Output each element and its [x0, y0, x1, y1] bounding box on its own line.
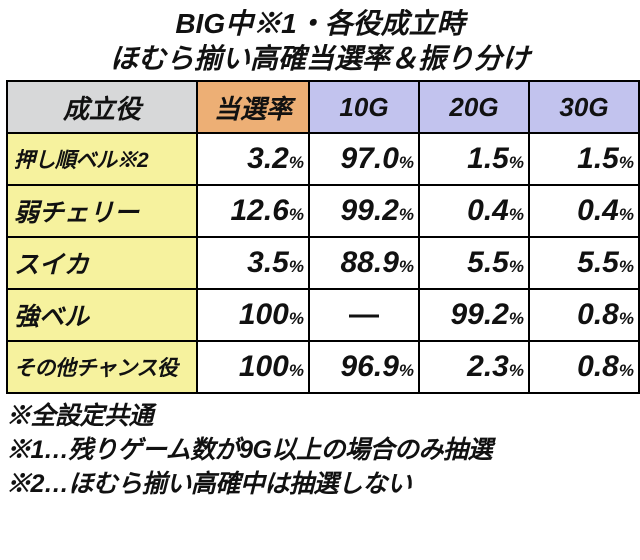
percent-sign: % [399, 257, 414, 276]
cell-20g: 0.4% [419, 185, 529, 237]
value: 1.5 [467, 142, 509, 175]
percent-sign: % [619, 361, 634, 380]
percent-sign: % [619, 153, 634, 172]
cell-rate: 100% [197, 341, 309, 393]
percent-sign: % [509, 205, 524, 224]
title-line-2: ほむら揃い高確当選率＆振り分け [6, 41, 634, 76]
footnote-2: ※1…残りゲーム数が9G以上の場合のみ抽選 [6, 434, 634, 468]
value: 100 [239, 350, 289, 383]
header-10g: 10G [309, 81, 419, 133]
table-row: 弱チェリー12.6%99.2%0.4%0.4% [7, 185, 639, 237]
table-row: スイカ3.5%88.9%5.5%5.5% [7, 237, 639, 289]
table-row: 強ベル100%―99.2%0.8% [7, 289, 639, 341]
cell-10g: ― [309, 289, 419, 341]
cell-role: 強ベル [7, 289, 197, 341]
value: 96.9 [340, 350, 398, 383]
value: 100 [239, 298, 289, 331]
table-body: 押し順ベル※23.2%97.0%1.5%1.5%弱チェリー12.6%99.2%0… [7, 133, 639, 393]
footnotes: ※全設定共通 ※1…残りゲーム数が9G以上の場合のみ抽選 ※2…ほむら揃い高確中… [6, 400, 634, 501]
title-line-1: BIG中※1・各役成立時 [6, 6, 634, 41]
value: 0.8 [577, 298, 619, 331]
value: 12.6 [230, 194, 288, 227]
probability-table: 成立役 当選率 10G 20G 30G 押し順ベル※23.2%97.0%1.5%… [6, 80, 640, 394]
table-title: BIG中※1・各役成立時 ほむら揃い高確当選率＆振り分け [6, 6, 634, 76]
value: 3.5 [247, 246, 289, 279]
value: 88.9 [340, 246, 398, 279]
cell-10g: 97.0% [309, 133, 419, 185]
percent-sign: % [399, 153, 414, 172]
cell-role: その他チャンス役 [7, 341, 197, 393]
cell-rate: 12.6% [197, 185, 309, 237]
cell-30g: 5.5% [529, 237, 639, 289]
cell-20g: 2.3% [419, 341, 529, 393]
value: 2.3 [467, 350, 509, 383]
cell-30g: 0.4% [529, 185, 639, 237]
cell-30g: 0.8% [529, 289, 639, 341]
cell-10g: 96.9% [309, 341, 419, 393]
percent-sign: % [399, 205, 414, 224]
header-20g: 20G [419, 81, 529, 133]
header-rate: 当選率 [197, 81, 309, 133]
footnote-1: ※全設定共通 [6, 400, 634, 434]
cell-rate: 100% [197, 289, 309, 341]
value: 99.2 [450, 298, 508, 331]
cell-role: 押し順ベル※2 [7, 133, 197, 185]
cell-30g: 1.5% [529, 133, 639, 185]
value: 97.0 [340, 142, 398, 175]
table-row: 押し順ベル※23.2%97.0%1.5%1.5% [7, 133, 639, 185]
table-header-row: 成立役 当選率 10G 20G 30G [7, 81, 639, 133]
percent-sign: % [509, 153, 524, 172]
value: 3.2 [247, 142, 289, 175]
percent-sign: % [509, 361, 524, 380]
cell-20g: 1.5% [419, 133, 529, 185]
value: 1.5 [577, 142, 619, 175]
cell-10g: 88.9% [309, 237, 419, 289]
percent-sign: % [509, 257, 524, 276]
value: 0.4 [467, 194, 509, 227]
cell-20g: 5.5% [419, 237, 529, 289]
table-row: その他チャンス役100%96.9%2.3%0.8% [7, 341, 639, 393]
percent-sign: % [289, 153, 304, 172]
percent-sign: % [619, 205, 634, 224]
cell-20g: 99.2% [419, 289, 529, 341]
header-role: 成立役 [7, 81, 197, 133]
percent-sign: % [619, 257, 634, 276]
value: 0.8 [577, 350, 619, 383]
value: 5.5 [577, 246, 619, 279]
value: 5.5 [467, 246, 509, 279]
value: 0.4 [577, 194, 619, 227]
cell-role: スイカ [7, 237, 197, 289]
cell-rate: 3.5% [197, 237, 309, 289]
percent-sign: % [619, 309, 634, 328]
cell-rate: 3.2% [197, 133, 309, 185]
percent-sign: % [289, 257, 304, 276]
percent-sign: % [399, 361, 414, 380]
percent-sign: % [289, 205, 304, 224]
footnote-3: ※2…ほむら揃い高確中は抽選しない [6, 468, 634, 502]
cell-role: 弱チェリー [7, 185, 197, 237]
percent-sign: % [509, 309, 524, 328]
cell-30g: 0.8% [529, 341, 639, 393]
cell-10g: 99.2% [309, 185, 419, 237]
percent-sign: % [289, 309, 304, 328]
percent-sign: % [289, 361, 304, 380]
value: 99.2 [340, 194, 398, 227]
header-30g: 30G [529, 81, 639, 133]
